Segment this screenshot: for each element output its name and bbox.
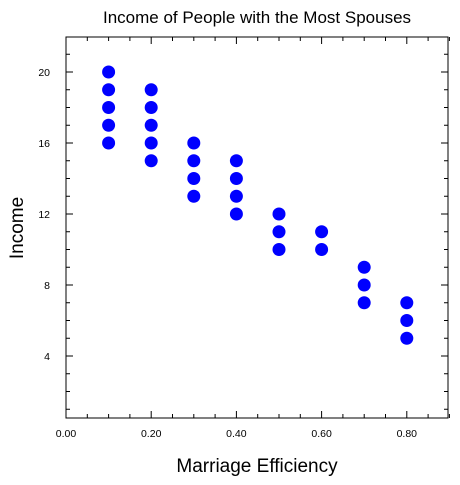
x-tick-label: 0.40 bbox=[226, 428, 247, 440]
data-point bbox=[315, 225, 329, 239]
data-point bbox=[315, 243, 329, 256]
chart-title: Income of People with the Most Spouses bbox=[103, 8, 411, 27]
data-point bbox=[102, 101, 116, 114]
data-point bbox=[144, 154, 158, 168]
data-point bbox=[102, 118, 116, 132]
data-point bbox=[102, 65, 116, 79]
x-tick-label: 0.00 bbox=[56, 428, 77, 440]
data-point bbox=[357, 296, 371, 310]
data-point bbox=[357, 278, 371, 292]
y-tick-label: 16 bbox=[38, 138, 50, 150]
data-point bbox=[272, 225, 286, 239]
x-tick-label: 0.80 bbox=[397, 428, 418, 440]
data-point bbox=[229, 189, 243, 203]
data-point bbox=[187, 172, 201, 185]
x-tick-label: 0.20 bbox=[141, 428, 162, 440]
y-tick-label: 20 bbox=[38, 67, 50, 79]
x-axis-label: Marriage Efficiency bbox=[176, 456, 338, 477]
y-axis: 4 8 12 16 20 bbox=[38, 53, 448, 410]
data-point bbox=[400, 314, 414, 327]
data-point bbox=[272, 207, 286, 221]
y-tick-label: 12 bbox=[38, 209, 50, 221]
data-point bbox=[229, 154, 243, 168]
x-axis: 0.00 0.20 0.40 0.60 0.80 bbox=[56, 37, 450, 440]
data-point bbox=[400, 331, 414, 345]
data-point bbox=[144, 136, 158, 150]
plot-frame bbox=[65, 36, 449, 419]
y-axis-label: Income bbox=[7, 197, 28, 259]
data-point bbox=[144, 118, 158, 132]
y-tick-label: 8 bbox=[44, 280, 50, 292]
data-points bbox=[102, 65, 414, 345]
data-point bbox=[272, 243, 286, 256]
data-point bbox=[144, 101, 158, 114]
data-point bbox=[357, 260, 371, 274]
data-point bbox=[102, 136, 116, 150]
data-point bbox=[229, 172, 243, 185]
y-tick-label: 4 bbox=[44, 351, 50, 363]
data-point bbox=[102, 83, 116, 97]
data-point bbox=[187, 189, 201, 203]
data-point bbox=[144, 83, 158, 97]
x-tick-label: 0.60 bbox=[311, 428, 332, 440]
data-point bbox=[187, 154, 201, 168]
data-point bbox=[187, 136, 201, 150]
data-point bbox=[400, 296, 414, 310]
data-point bbox=[229, 207, 243, 221]
